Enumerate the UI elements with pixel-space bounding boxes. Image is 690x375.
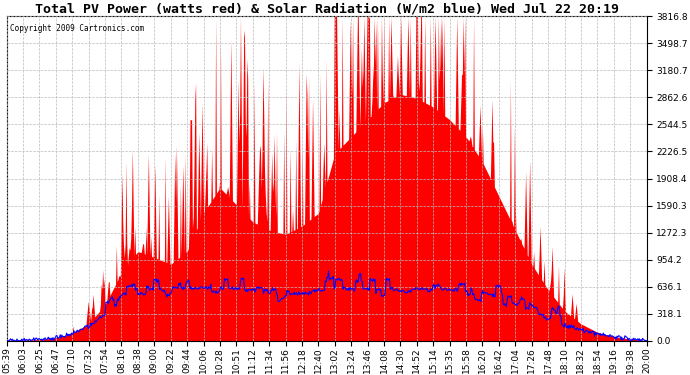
Text: Copyright 2009 Cartronics.com: Copyright 2009 Cartronics.com [10,24,144,33]
Title: Total PV Power (watts red) & Solar Radiation (W/m2 blue) Wed Jul 22 20:19: Total PV Power (watts red) & Solar Radia… [34,2,618,15]
